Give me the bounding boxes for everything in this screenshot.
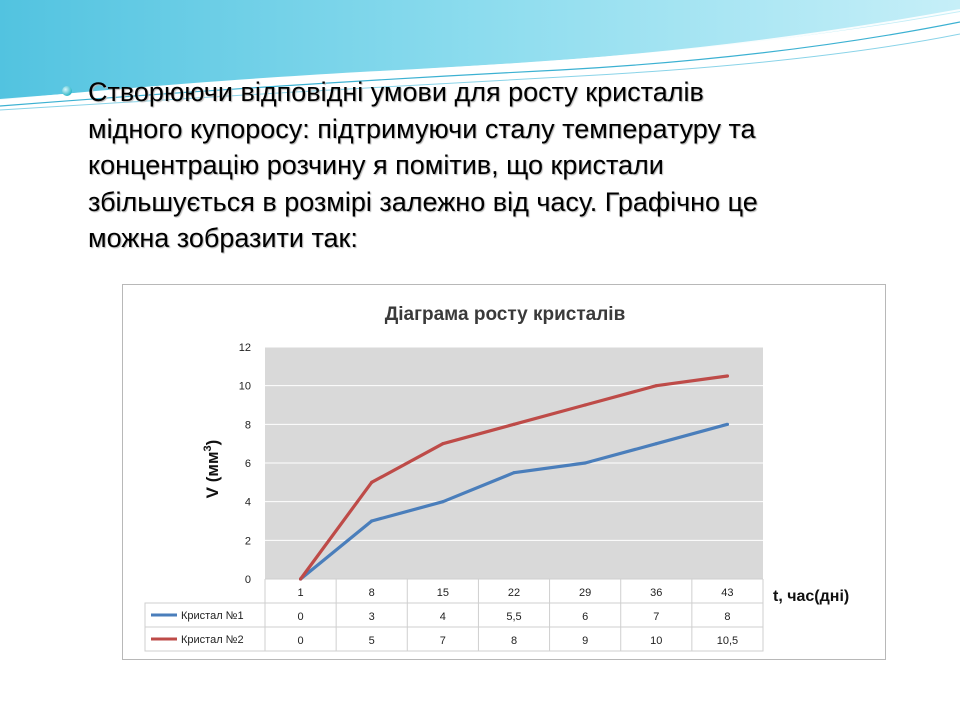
y-tick-label-10: 10 (239, 381, 251, 393)
chart-frame: Діаграма росту кристалів V (мм3) t, час(… (122, 284, 886, 660)
x-category-29: 29 (579, 587, 591, 599)
paragraph-line-1: Створюючи відповідні умови для росту кри… (88, 77, 704, 107)
table-value-s1-0: 0 (298, 611, 304, 623)
y-tick-label-12: 12 (239, 342, 251, 354)
bullet-icon (62, 86, 72, 96)
table-value-s2-5: 10 (650, 635, 662, 647)
x-category-43: 43 (721, 587, 733, 599)
data-point-s2-1 (370, 480, 374, 484)
table-value-s2-4: 9 (582, 635, 588, 647)
paragraph-line-3: концентрацію розчину я помітив, що крист… (88, 150, 664, 180)
data-point-s1-1 (370, 519, 374, 523)
x-category-36: 36 (650, 587, 662, 599)
data-point-s2-6 (725, 374, 730, 378)
x-axis-label: t, час(дні) (773, 588, 849, 605)
x-category-15: 15 (437, 587, 449, 599)
table-value-s2-6: 10,5 (717, 635, 738, 647)
y-axis-label: V (мм3) (202, 440, 222, 499)
slide-text: Створюючи відповідні умови для росту кри… (62, 74, 892, 257)
x-category-22: 22 (508, 587, 520, 599)
y-tick-label-6: 6 (245, 458, 251, 470)
y-tick-label-0: 0 (245, 574, 251, 586)
bullet-paragraph: Створюючи відповідні умови для росту кри… (62, 74, 892, 257)
table-value-s2-1: 5 (369, 635, 375, 647)
data-point-s1-3 (512, 471, 516, 475)
table-value-s2-2: 7 (440, 635, 446, 647)
paragraph-line-2: мідного купоросу: підтримуючи сталу темп… (88, 113, 756, 144)
table-value-s1-3: 5,5 (506, 611, 521, 623)
x-category-8: 8 (369, 587, 375, 599)
data-point-s1-5 (654, 442, 658, 446)
x-category-1: 1 (298, 587, 304, 599)
data-point-s2-0 (298, 577, 303, 581)
data-point-s2-4 (583, 403, 587, 407)
legend-label-1: Кристал №1 (181, 610, 244, 622)
y-tick-label-2: 2 (245, 535, 251, 547)
legend-label-2: Кристал №2 (181, 634, 244, 646)
y-axis-label-main: V (мм (203, 451, 222, 498)
table-value-s1-5: 7 (653, 611, 659, 623)
y-tick-label-8: 8 (245, 419, 251, 431)
decorative-wave-header (0, 0, 960, 111)
data-point-s1-2 (441, 500, 445, 504)
table-value-s1-2: 4 (440, 611, 446, 623)
crystal-growth-chart: Діаграма росту кристалів V (мм3) t, час(… (144, 304, 849, 652)
data-point-s1-4 (583, 461, 587, 465)
y-axis-label-superscript: 3 (202, 445, 214, 451)
table-value-s1-1: 3 (369, 611, 375, 623)
paragraph-line-5: можна зобразити так: (88, 223, 358, 253)
y-axis-label-close: ) (203, 440, 222, 446)
data-point-s2-3 (512, 422, 516, 426)
chart-title: Діаграма росту кристалів (385, 304, 626, 325)
data-point-s1-6 (725, 422, 730, 426)
table-value-s1-4: 6 (582, 611, 588, 623)
paragraph-line-4: збільшується в розмірі залежно від часу.… (88, 186, 758, 217)
data-point-s2-2 (441, 442, 445, 446)
table-value-s2-3: 8 (511, 635, 517, 647)
table-value-s2-0: 0 (298, 635, 304, 647)
y-tick-label-4: 4 (245, 497, 251, 509)
data-point-s2-5 (654, 384, 658, 388)
table-value-s1-6: 8 (724, 611, 730, 623)
